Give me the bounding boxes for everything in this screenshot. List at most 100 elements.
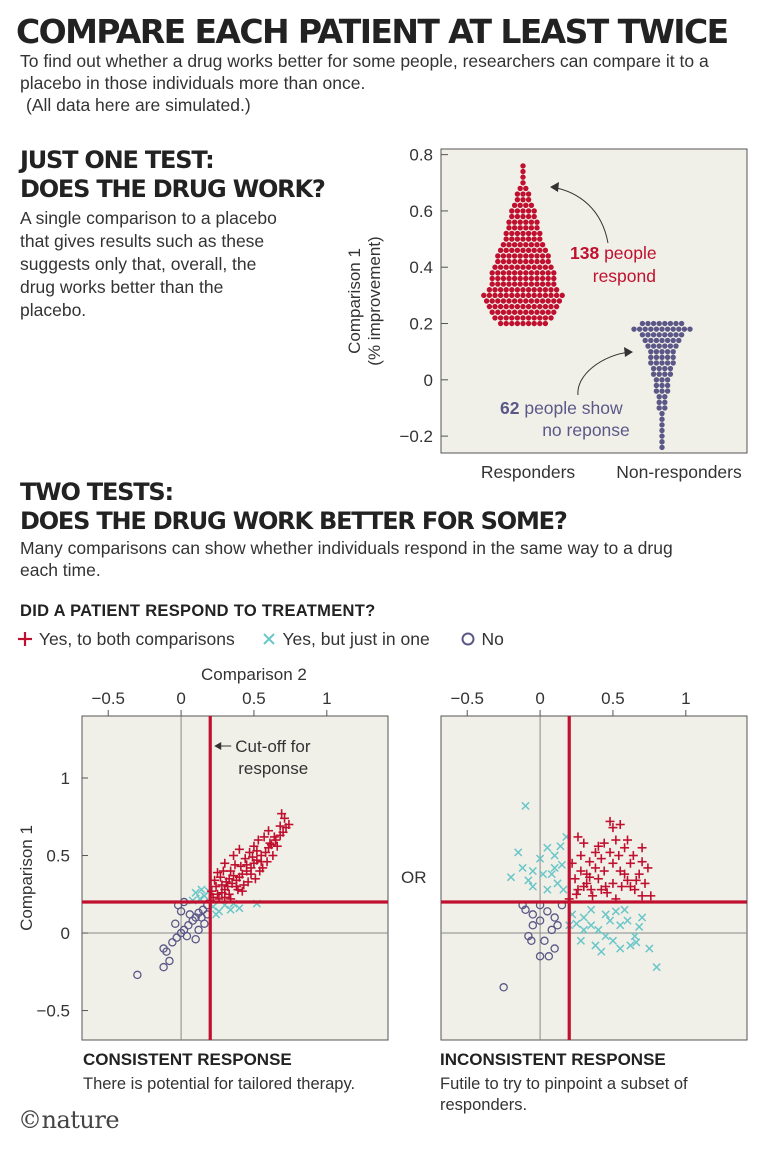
beeswarm-point bbox=[509, 287, 515, 293]
beeswarm-point bbox=[525, 264, 532, 270]
nature-logo: ©nature bbox=[18, 1106, 120, 1134]
point-one bbox=[586, 921, 596, 930]
point-one bbox=[538, 869, 548, 879]
point-one bbox=[547, 869, 556, 879]
beeswarm-point bbox=[636, 326, 643, 332]
beeswarm-point bbox=[667, 371, 674, 377]
y-axis-label: Comparison 1 bbox=[17, 825, 36, 931]
beeswarm-point bbox=[648, 360, 654, 366]
point-both bbox=[278, 827, 288, 837]
point-both bbox=[269, 832, 279, 842]
point-one bbox=[586, 905, 596, 914]
beeswarm-point bbox=[542, 303, 549, 310]
beeswarm-point bbox=[503, 236, 509, 242]
beeswarm-point bbox=[531, 230, 537, 237]
beeswarm-point bbox=[545, 298, 551, 304]
beeswarm-point bbox=[528, 281, 535, 287]
beeswarm-point bbox=[653, 337, 660, 344]
beeswarm-point bbox=[517, 185, 523, 192]
inconsistent-title: INCONSISTENT RESPONSE bbox=[440, 1050, 666, 1069]
point-one bbox=[553, 879, 562, 888]
beeswarm-point bbox=[662, 405, 668, 411]
beeswarm-point bbox=[506, 258, 512, 265]
beeswarm-point bbox=[664, 382, 671, 389]
point-one bbox=[605, 916, 615, 925]
point-both bbox=[224, 874, 234, 884]
point-one bbox=[645, 944, 654, 953]
beeswarm-point bbox=[489, 270, 495, 276]
point-both bbox=[280, 813, 290, 823]
point-both bbox=[211, 882, 221, 892]
beeswarm-point bbox=[517, 225, 523, 231]
beeswarm-point bbox=[503, 320, 509, 327]
beeswarm-point bbox=[534, 219, 540, 225]
beeswarm-point bbox=[645, 320, 651, 327]
beeswarm-point bbox=[500, 258, 507, 265]
beeswarm-point bbox=[659, 444, 665, 451]
beeswarm-point bbox=[662, 343, 668, 349]
point-both bbox=[608, 858, 618, 868]
beeswarm-point bbox=[495, 258, 501, 265]
beeswarm-point bbox=[534, 309, 540, 315]
beeswarm-point bbox=[520, 230, 526, 237]
point-both bbox=[590, 863, 600, 873]
beeswarm-point bbox=[520, 174, 526, 180]
beeswarm-point bbox=[528, 242, 535, 248]
beeswarm-point bbox=[520, 292, 526, 299]
beeswarm-point bbox=[500, 242, 507, 248]
beeswarm-point bbox=[520, 315, 526, 321]
beeswarm-point bbox=[517, 270, 523, 276]
beeswarm-point bbox=[653, 388, 660, 394]
x-tick-label: −0.5 bbox=[450, 689, 484, 708]
beeswarm-point bbox=[653, 360, 660, 366]
point-one bbox=[626, 941, 635, 950]
beeswarm-point bbox=[662, 394, 668, 400]
beeswarm-point bbox=[489, 309, 495, 315]
beeswarm-point bbox=[673, 320, 679, 327]
beeswarm-point bbox=[517, 202, 523, 208]
x-tick-label: 0.5 bbox=[601, 689, 625, 708]
beeswarm-point bbox=[525, 196, 532, 203]
point-both bbox=[605, 816, 615, 826]
beeswarm-point bbox=[514, 208, 521, 214]
beeswarm-point bbox=[509, 247, 515, 254]
point-both bbox=[634, 869, 644, 879]
point-one bbox=[637, 913, 647, 922]
point-both bbox=[573, 832, 583, 842]
beeswarm-point bbox=[514, 236, 521, 242]
beeswarm-point bbox=[523, 309, 529, 315]
beeswarm-point bbox=[517, 309, 523, 315]
beeswarm-point bbox=[489, 275, 495, 282]
beeswarm-point bbox=[500, 270, 507, 276]
point-both bbox=[582, 878, 592, 888]
beeswarm-point bbox=[514, 303, 521, 310]
point-one bbox=[191, 888, 200, 897]
beeswarm-point bbox=[520, 191, 526, 197]
point-both bbox=[217, 880, 227, 890]
beeswarm-point bbox=[520, 320, 526, 327]
point-both bbox=[620, 869, 630, 879]
point-both bbox=[213, 889, 223, 899]
section1-heading: JUST ONE TEST: DOES THE DRUG WORK? bbox=[20, 146, 326, 204]
point-one bbox=[211, 910, 221, 919]
beeswarm-point bbox=[528, 219, 535, 225]
point-one bbox=[550, 851, 559, 860]
beeswarm-point bbox=[514, 196, 521, 203]
beeswarm-point bbox=[534, 275, 540, 282]
beeswarm-point bbox=[511, 242, 518, 248]
beeswarm-point bbox=[531, 236, 537, 242]
point-both bbox=[617, 882, 627, 892]
beeswarm-point bbox=[495, 298, 501, 304]
point-both bbox=[246, 869, 256, 879]
point-both bbox=[220, 858, 230, 868]
point-both bbox=[625, 882, 635, 892]
beeswarm-point bbox=[537, 287, 543, 293]
point-one bbox=[623, 916, 632, 925]
beeswarm-point bbox=[531, 292, 537, 299]
beeswarm-point bbox=[489, 298, 495, 304]
point-both bbox=[573, 885, 583, 895]
beeswarm-point bbox=[509, 236, 515, 242]
beeswarm-point bbox=[514, 292, 521, 299]
beeswarm-point bbox=[639, 332, 646, 338]
point-both bbox=[253, 835, 263, 845]
